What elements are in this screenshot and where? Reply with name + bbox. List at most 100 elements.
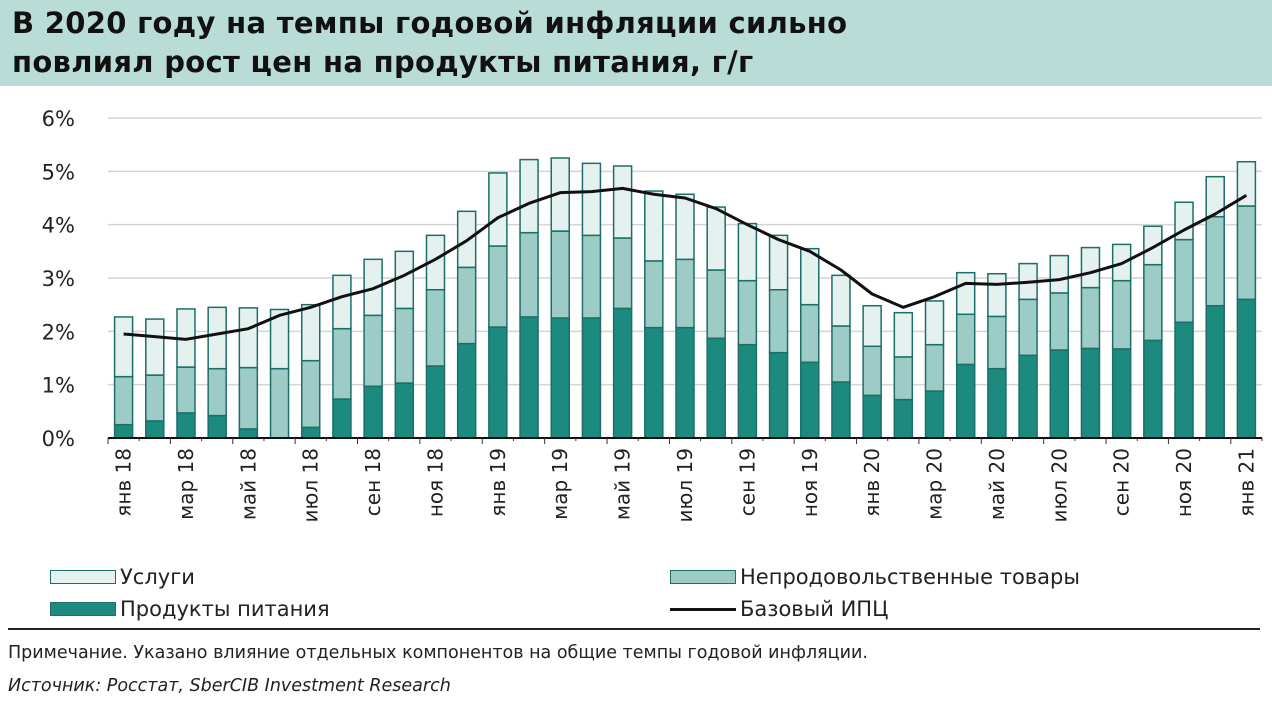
bar-segment-services — [394, 250, 415, 310]
bar-segment-food — [113, 423, 134, 439]
source: Источник: Росстат, SberCIB Investment Re… — [8, 676, 451, 696]
inflation-chart: 0% 1% 2% 3% 4% 5% 6% янв 18 мар 18 май 18 июл 18 се… — [42, 107, 1263, 522]
bar-segment-nonfood — [488, 245, 508, 328]
bar-segment-services — [519, 158, 539, 234]
bar-segment-nonfood — [1143, 263, 1163, 342]
bar-segment-food — [955, 363, 976, 439]
bar-segment-services — [238, 307, 259, 369]
legend-swatch-nonfood — [670, 570, 736, 584]
bar-segment-nonfood — [955, 313, 976, 366]
x-tick-label: ноя 18 — [423, 448, 447, 517]
bar-segment-services — [332, 274, 352, 330]
x-tick-label: сен 20 — [1110, 448, 1134, 516]
x-tick-label: мар 18 — [174, 448, 198, 520]
bar-segment-nonfood — [238, 366, 259, 430]
legend-label-nonfood: Непродовольственные товары — [740, 565, 1080, 589]
legend-nonfood: Непродовольственные товары — [670, 565, 1080, 589]
legend-label-services: Услуги — [120, 565, 195, 589]
bar-segment-food — [1143, 339, 1163, 439]
bar-segment-food — [238, 428, 259, 439]
bar-segment-food — [207, 414, 227, 439]
bar-segment-nonfood — [987, 315, 1007, 370]
x-tick-label: мар 19 — [548, 448, 572, 520]
footnote: Примечание. Указано влияние отдельных ко… — [8, 643, 868, 663]
y-tick-label: 0% — [42, 427, 75, 451]
bar-segment-services — [831, 274, 851, 327]
x-tick-label: ноя 20 — [1172, 448, 1196, 517]
x-tick-label: янв 20 — [860, 448, 884, 517]
bar-segment-nonfood — [550, 230, 570, 319]
bar-segment-food — [1080, 347, 1101, 439]
bar-segment-services — [488, 172, 508, 247]
bar-segment-services — [1236, 160, 1257, 207]
legend-core: Базовый ИПЦ — [670, 597, 888, 621]
legend-food: Продукты питания — [50, 597, 330, 621]
bar-segment-food — [831, 381, 851, 439]
bar-segment-nonfood — [519, 231, 539, 318]
bar-segment-nonfood — [800, 303, 820, 364]
y-tick-label: 2% — [42, 320, 75, 344]
x-tick-label: июл 18 — [299, 448, 323, 522]
bar-segment-food — [1111, 348, 1132, 439]
bar-segment-nonfood — [207, 367, 227, 417]
bar-segment-services — [924, 300, 945, 346]
legend-label-food: Продукты питания — [120, 597, 330, 621]
bar-segment-services — [768, 234, 789, 291]
bar-segment-nonfood — [1174, 238, 1194, 324]
bar-segment-nonfood — [145, 374, 165, 422]
x-tick-label: ноя 19 — [798, 448, 822, 517]
bar-segment-nonfood — [332, 327, 352, 400]
bar-segment-nonfood — [394, 307, 415, 384]
bar-segment-nonfood — [675, 258, 695, 329]
bar-segment-food — [1205, 304, 1225, 439]
bar-segment-food — [768, 351, 789, 439]
bar-segment-food — [644, 326, 664, 439]
bar-segment-nonfood — [1018, 298, 1038, 357]
chart-title-line2: повлиял рост цен на продукты питания, г/… — [12, 45, 754, 79]
bar-segment-services — [145, 318, 165, 376]
bar-segment-food — [332, 398, 352, 439]
bar-segment-food — [675, 326, 695, 439]
legend-line-core — [670, 607, 736, 611]
bar-segment-services — [737, 222, 758, 282]
bar-segment-services — [300, 303, 321, 362]
bar-segment-food — [363, 385, 383, 439]
bar-segment-nonfood — [456, 266, 477, 345]
bar-segment-services — [113, 316, 134, 378]
bar-segment-nonfood — [612, 237, 633, 310]
title-bar: В 2020 году на темпы годовой инфляции си… — [0, 0, 1272, 86]
bar-segment-services — [675, 193, 695, 261]
bar-segment-services — [269, 308, 290, 370]
bar-segment-services — [862, 304, 882, 348]
bar-segment-nonfood — [1080, 286, 1101, 350]
y-tick-label: 6% — [42, 107, 75, 131]
bar-segment-food — [488, 326, 508, 439]
bar-segment-food — [893, 398, 914, 439]
bar-segment-nonfood — [924, 343, 945, 392]
bar-segment-food — [145, 420, 165, 439]
bar-segment-food — [519, 316, 539, 439]
bar-segment-services — [800, 247, 820, 306]
bar-segment-services — [581, 162, 602, 237]
bar-segment-services — [1080, 246, 1101, 289]
bar-segment-nonfood — [893, 356, 914, 401]
bar-segment-food — [394, 382, 415, 439]
bar-segment-services — [955, 271, 976, 316]
bar-segment-nonfood — [1205, 215, 1225, 307]
x-tick-label: июл 20 — [1047, 448, 1071, 522]
bar-segment-nonfood — [176, 366, 196, 414]
bar-segment-nonfood — [706, 269, 726, 340]
divider — [8, 628, 1260, 630]
bar-segment-food — [581, 317, 602, 439]
bar-segment-services — [1143, 225, 1163, 266]
bar-segment-food — [425, 365, 446, 439]
bar-segment-food — [924, 390, 945, 439]
x-tick-label: сен 19 — [735, 448, 759, 516]
bar-segment-nonfood — [300, 359, 321, 429]
bar-segment-services — [1205, 175, 1225, 218]
x-tick-label: янв 21 — [1234, 448, 1258, 517]
bar-segment-nonfood — [768, 288, 789, 354]
bar-segment-food — [737, 343, 758, 439]
bar-segment-nonfood — [425, 288, 446, 367]
y-tick-label: 3% — [42, 267, 75, 291]
